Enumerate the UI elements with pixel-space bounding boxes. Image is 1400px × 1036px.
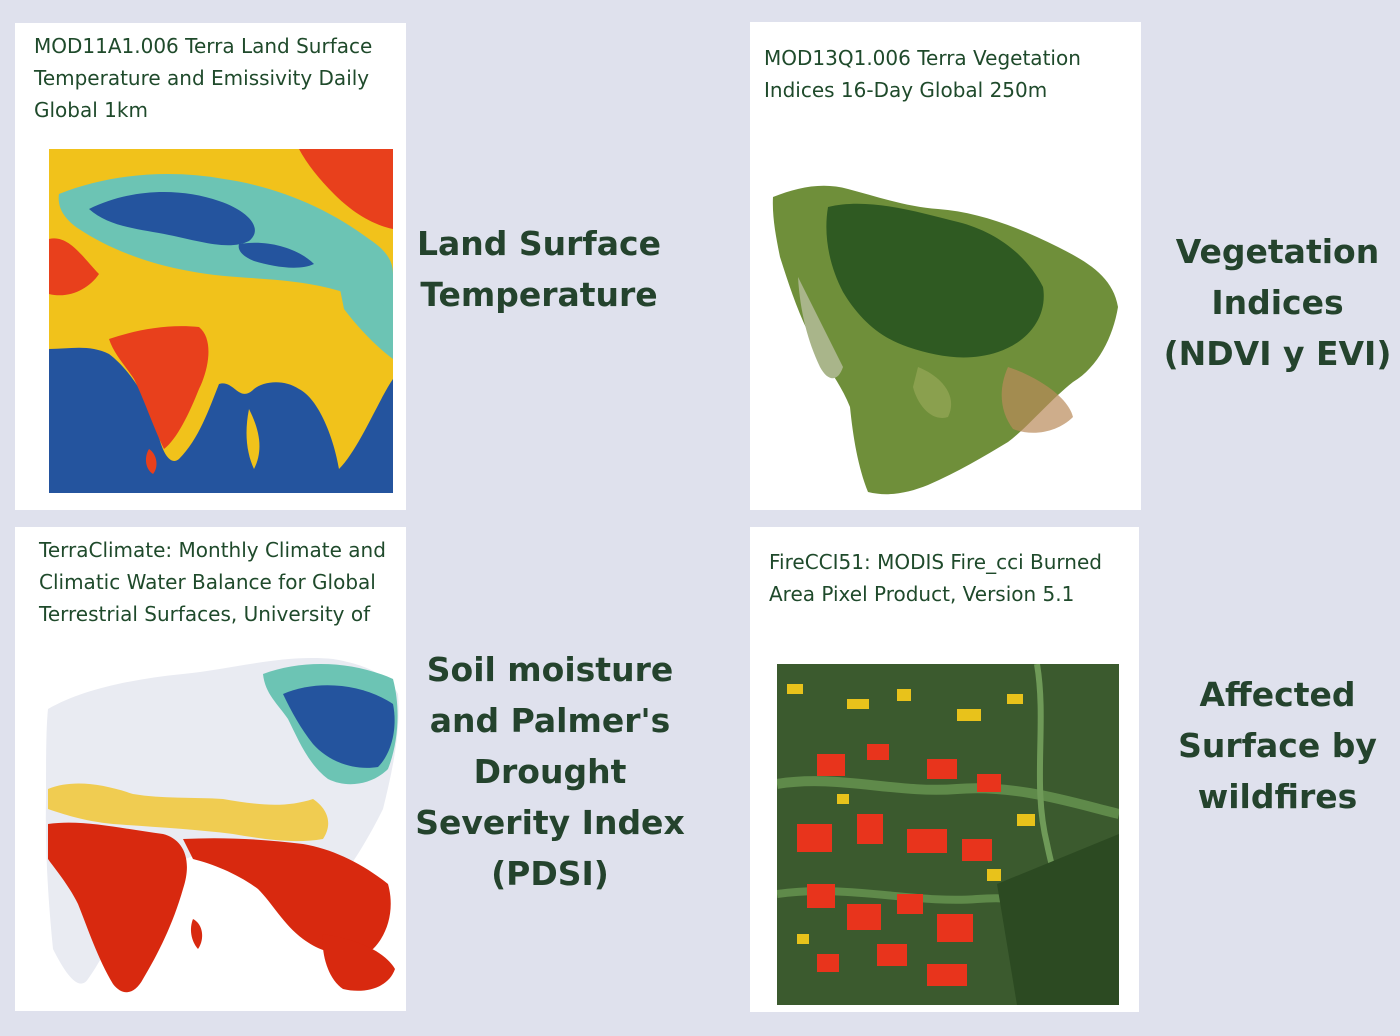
card-title: TerraClimate: Monthly Climate and Climat… — [39, 538, 386, 626]
vegetation-indices-map — [772, 185, 1118, 495]
label-vegetation-indices: Vegetation Indices (NDVI y EVI) — [1163, 232, 1392, 373]
pdsi-map — [45, 657, 399, 993]
dataset-card-terraclimate: TerraClimate: Monthly Climate and Climat… — [15, 527, 406, 1011]
dataset-card-lst: MOD11A1.006 Terra Land Surface Temperatu… — [15, 23, 406, 510]
card-title: MOD13Q1.006 Terra Vegetation Indices 16-… — [764, 46, 1081, 102]
dataset-card-firecci: FireCCI51: MODIS Fire_cci Burned Area Pi… — [750, 527, 1139, 1012]
dataset-card-vegetation: MOD13Q1.006 Terra Vegetation Indices 16-… — [750, 22, 1141, 510]
label-land-surface-temperature: Land Surface Temperature — [416, 224, 661, 314]
label-pdsi: Soil moisture and Palmer's Drought Sever… — [415, 650, 685, 893]
label-affected-surface: Affected Surface by wildfires — [1178, 675, 1377, 816]
land-surface-temperature-map — [49, 149, 393, 493]
burned-area-map — [777, 664, 1119, 1005]
card-title: FireCCI51: MODIS Fire_cci Burned Area Pi… — [769, 550, 1102, 606]
card-title: MOD11A1.006 Terra Land Surface Temperatu… — [34, 34, 373, 122]
